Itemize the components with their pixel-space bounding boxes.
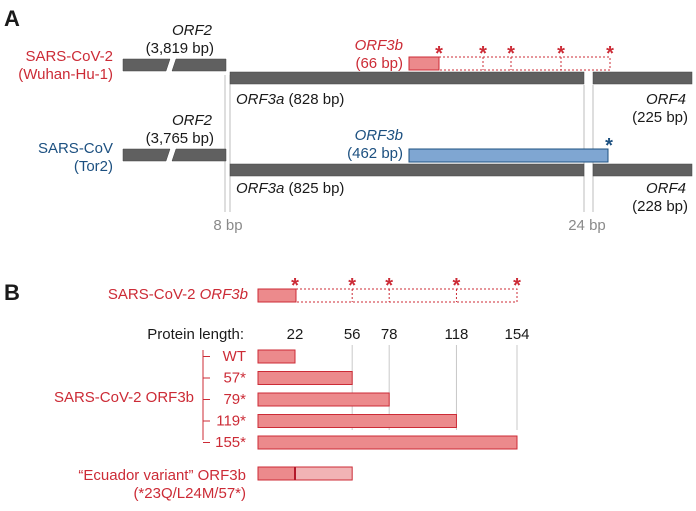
sars2-orf2-bar-right (171, 58, 227, 72)
protein-length-label: Protein length: (147, 326, 244, 343)
variant-label: WT (223, 348, 246, 365)
sars2-orf2-length: (3,819 bp) (146, 40, 214, 57)
ecuador-bar-extension (294, 466, 353, 481)
sars2-stop-star-4: * (557, 43, 565, 65)
sars1-orf2-bar-left (122, 148, 171, 162)
sars1-orf2-bar-right (171, 148, 227, 162)
sars2-stop-star-3: * (507, 43, 515, 65)
sars1-name: SARS-CoV (38, 140, 113, 157)
sars1-orf3a-label: ORF3a (825 bp) (236, 180, 344, 197)
sars2-orf2-bar-left (122, 58, 171, 72)
sars2-orf4-name: ORF4 (646, 91, 686, 108)
sars2-stop-star-1: * (435, 43, 443, 65)
b-stop-star: * (513, 275, 521, 297)
sars2-orf3b-dotted-extension (438, 56, 611, 71)
protein-length-value: 78 (381, 326, 398, 343)
panel-b-header: SARS-CoV-2 ORF3b (108, 286, 248, 303)
sars1-orf3b-bar (408, 148, 609, 163)
sars2-name: SARS-CoV-2 (25, 48, 113, 65)
sars1-orf4-length: (228 bp) (632, 198, 688, 215)
ecuador-bar-original (257, 466, 296, 481)
b-stop-star: * (453, 275, 461, 297)
b-group-label: SARS-CoV-2 ORF3b (54, 389, 194, 406)
b-stop-stars: * * * * * (291, 275, 521, 297)
variant-bar (257, 392, 390, 407)
variant-bar (257, 435, 518, 450)
sars2-orf3b-length: (66 bp) (355, 55, 403, 72)
sars1-stop-star: * (605, 135, 613, 157)
sars1-strain: (Tor2) (74, 158, 113, 175)
sars2-orf3a-label: ORF3a (828 bp) (236, 91, 344, 108)
b-stop-star: * (348, 275, 356, 297)
sars1-orf3b-name: ORF3b (355, 127, 403, 144)
panel-a-label: A (4, 6, 20, 31)
protein-length-values: 22 56 78 118 154 (287, 326, 530, 343)
ecuador-bar-group (257, 466, 353, 481)
b-stop-ticks (351, 289, 457, 302)
variant-label: 155* (215, 434, 246, 451)
variant-bar (257, 414, 457, 428)
b-stop-star: * (385, 275, 393, 297)
sars1-orf4-bar (592, 163, 693, 177)
variant-bar (257, 371, 353, 385)
panel-b-label: B (4, 280, 20, 305)
ecuador-label: “Ecuador variant” ORF3b (78, 467, 246, 484)
sars2-orf3b-name: ORF3b (355, 37, 403, 54)
sars2-orf4-bar (592, 71, 693, 85)
sars1-orf3a-bar (229, 163, 585, 177)
sars2-orf3a-bar (229, 71, 585, 85)
sars1-orf2-name: ORF2 (172, 112, 213, 129)
gap-left-label: 8 bp (213, 217, 242, 234)
sars1-orf4-name: ORF4 (646, 180, 686, 197)
b-orf3b-dotted-extension (295, 288, 518, 303)
b-stop-star: * (291, 275, 299, 297)
variant-label: 119* (216, 413, 246, 430)
sars1-orf2-length: (3,765 bp) (146, 130, 214, 147)
sars1-orf3b-length: (462 bp) (347, 145, 403, 162)
sars2-stop-star-2: * (479, 43, 487, 65)
sars2-orf2-name: ORF2 (172, 22, 213, 39)
protein-length-value: 154 (504, 326, 529, 343)
ecuador-sub: (*23Q/L24M/57*) (133, 485, 246, 502)
variant-label: 57* (223, 370, 246, 387)
b-variant-rows: WT 57* 79* 119* 155* (203, 348, 518, 451)
sars2-orf4-length: (225 bp) (632, 109, 688, 126)
protein-length-value: 56 (344, 326, 361, 343)
gap-right-label: 24 bp (568, 217, 606, 234)
sars2-stop-star-5: * (606, 43, 614, 65)
protein-length-value: 22 (287, 326, 304, 343)
sars2-strain: (Wuhan-Hu-1) (18, 66, 113, 83)
variant-label: 79* (223, 391, 246, 408)
variant-bar (257, 349, 296, 364)
protein-length-value: 118 (444, 326, 468, 343)
